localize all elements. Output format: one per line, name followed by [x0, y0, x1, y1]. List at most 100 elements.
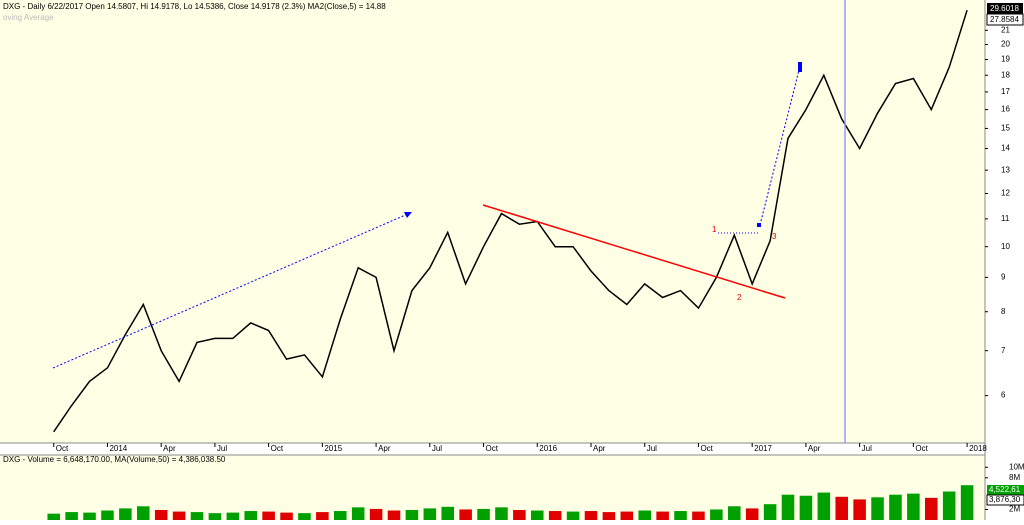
volume-bar — [172, 511, 186, 520]
x-tick-label: Oct — [915, 444, 928, 453]
volume-bar — [65, 512, 78, 520]
x-tick-label: 2017 — [754, 444, 772, 453]
y-tick-label: 21 — [1001, 25, 1010, 34]
x-tick-label: 2016 — [539, 444, 557, 453]
volume-bar — [280, 512, 293, 520]
volume-bar — [871, 497, 884, 520]
volume-bar — [351, 507, 365, 520]
marker — [757, 223, 761, 227]
volume-bar — [656, 511, 669, 520]
volume-bar — [47, 513, 60, 520]
volume-bar — [190, 512, 204, 520]
x-tick-label: Jul — [432, 444, 442, 453]
trend-line — [482, 204, 786, 299]
y-tick-label: 7 — [1001, 346, 1006, 355]
volume-bar — [942, 491, 956, 520]
y-tick-label: 8 — [1001, 307, 1006, 316]
volume-bar — [907, 493, 920, 520]
volume-bar — [387, 510, 401, 520]
x-tick-label: Oct — [700, 444, 713, 453]
price-panel — [0, 0, 985, 443]
y-tick-label: 2M — [1009, 505, 1020, 514]
volume-bar — [531, 510, 544, 520]
volume-bar — [889, 494, 902, 520]
y-tick-label: 6 — [1001, 391, 1006, 400]
volume-bar — [692, 511, 705, 520]
value-box — [986, 494, 1024, 506]
y-tick-label: 13 — [1001, 165, 1010, 174]
y-tick-label: 16 — [1001, 105, 1010, 114]
volume-bar — [262, 511, 275, 520]
volume-bar — [316, 512, 329, 520]
volume-bar — [83, 512, 96, 520]
price-box — [986, 13, 1024, 26]
volume-bar — [799, 495, 813, 520]
x-tick-label: Jul — [647, 444, 657, 453]
y-tick-label: 10M — [1009, 462, 1024, 471]
x-tick-label: Oct — [56, 444, 69, 453]
volume-bar — [638, 510, 651, 520]
arrow-head — [404, 212, 412, 218]
volume-bar — [244, 511, 257, 520]
volume-bar — [441, 506, 454, 520]
volume-bar — [154, 509, 168, 520]
volume-bar — [728, 506, 741, 520]
volume-bar — [137, 506, 150, 520]
y-tick-label: 11 — [1001, 214, 1010, 223]
volume-bar — [226, 512, 240, 520]
volume-bar — [620, 511, 634, 520]
x-tick-label: Oct — [486, 444, 499, 453]
y-tick-label: 19 — [1001, 55, 1010, 64]
volume-bar — [853, 499, 866, 520]
y-tick-label: 17 — [1001, 87, 1010, 96]
y-tick-label: 18 — [1001, 70, 1010, 79]
volume-bar — [513, 509, 526, 520]
price-line — [53, 9, 968, 433]
volume-bar — [477, 508, 490, 520]
volume-bar — [710, 509, 723, 520]
volume-bar — [745, 508, 759, 520]
volume-bar — [119, 508, 132, 520]
value-box — [987, 485, 1024, 495]
volume-bar — [459, 509, 472, 520]
price-label: 27.8584 — [990, 15, 1019, 24]
volume-bar — [835, 496, 848, 520]
volume-bar — [334, 511, 347, 520]
x-tick-label: 2015 — [324, 444, 342, 453]
y-tick-label: 20 — [1001, 40, 1010, 49]
volume-bar — [817, 492, 831, 520]
x-tick-label: Oct — [271, 444, 284, 453]
projection-line — [759, 65, 801, 226]
y-tick-label: 12 — [1001, 189, 1010, 198]
volume-bar — [369, 508, 383, 520]
volume-bar — [925, 497, 938, 520]
x-tick-label: Apr — [163, 444, 176, 453]
volume-bar — [602, 512, 616, 520]
volume-bar — [781, 494, 795, 520]
y-tick-label: 15 — [1001, 124, 1010, 133]
x-tick-label: Apr — [593, 444, 606, 453]
arrow-head — [798, 62, 802, 72]
projection-line — [52, 212, 411, 369]
x-tick-label: 2018 — [969, 444, 987, 453]
value-label: 4,522,61 — [989, 485, 1021, 494]
wave-label: 1 — [712, 225, 717, 234]
legend-stub: oving Average — [3, 13, 54, 22]
y-tick-label: 10 — [1001, 242, 1010, 251]
volume-bar — [495, 507, 508, 520]
volume-bar — [763, 504, 777, 520]
x-tick-label: Apr — [808, 444, 821, 453]
y-tick-label: 14 — [1001, 144, 1010, 153]
value-label: 3,876,30 — [989, 495, 1021, 504]
wave-label: 3 — [772, 232, 777, 241]
volume-bar — [584, 511, 598, 520]
volume-title: DXG - Volume = 6,648,170.00, MA(Volume,5… — [3, 455, 226, 464]
volume-bar — [423, 508, 437, 520]
y-tick-label: 9 — [1001, 272, 1006, 281]
x-tick-label: 2014 — [109, 444, 127, 453]
x-tick-label: Jul — [217, 444, 227, 453]
volume-bar — [674, 511, 687, 520]
wave-label: 2 — [737, 293, 742, 302]
volume-bar — [548, 511, 562, 520]
